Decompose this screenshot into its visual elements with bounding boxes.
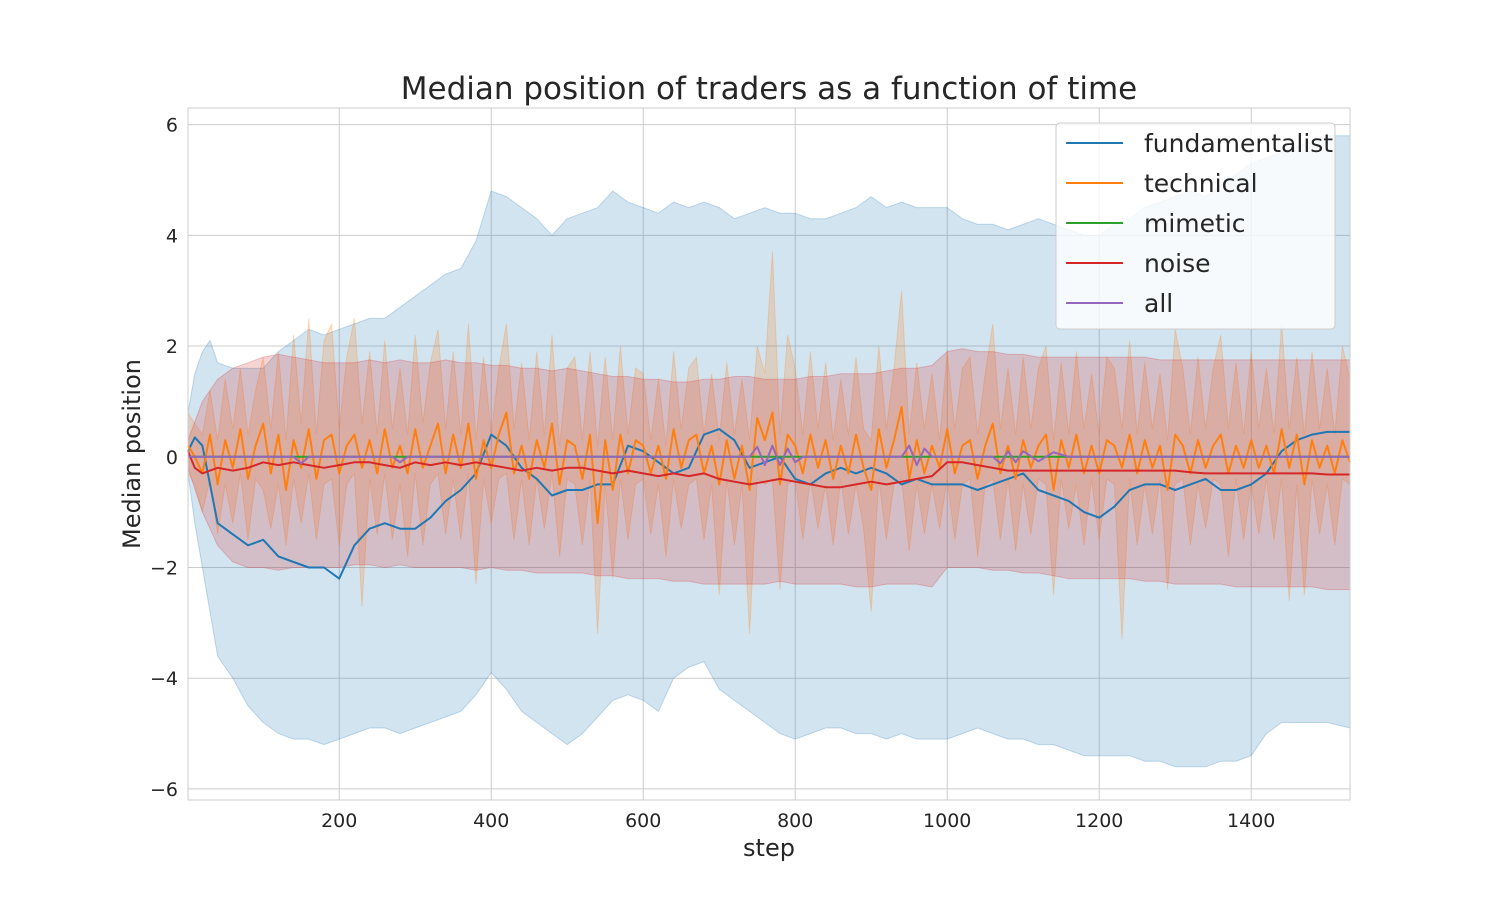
y-axis-label: Median position (118, 359, 146, 549)
legend-label-fundamentalist: fundamentalist (1144, 129, 1333, 158)
line-noise (187, 450, 1350, 489)
x-axis-label: step (743, 834, 795, 862)
legend: fundamentalist technical mimetic noise all (1055, 122, 1336, 330)
x-tick-label: 1200 (1075, 810, 1123, 832)
y-tick-label: 4 (166, 225, 178, 247)
chart-title: Median position of traders as a function… (401, 71, 1138, 107)
x-tick-label: 800 (777, 810, 813, 832)
y-tick-label: 2 (166, 336, 178, 358)
legend-label-all: all (1144, 289, 1173, 318)
line-fundamentalist (187, 428, 1350, 580)
y-tick-label: 6 (166, 115, 178, 137)
x-tick-label: 1000 (923, 810, 971, 832)
legend-label-noise: noise (1144, 249, 1211, 278)
median-lines (187, 405, 1351, 580)
y-tick-label: 0 (166, 447, 178, 469)
confidence-bands (187, 135, 1351, 768)
band-noise (187, 348, 1351, 591)
x-tick-label: 400 (473, 810, 509, 832)
y-tick-label: −6 (150, 779, 178, 801)
y-tick-labels: −6 −4 −2 0 2 4 6 (150, 115, 178, 801)
plot-frame (187, 107, 1351, 801)
y-tick-label: −4 (150, 668, 178, 690)
x-tick-label: 200 (321, 810, 357, 832)
line-all (188, 444, 1350, 467)
x-tick-label: 1400 (1227, 810, 1275, 832)
x-tick-label: 600 (625, 810, 661, 832)
y-tick-label: −2 (150, 557, 178, 579)
legend-label-mimetic: mimetic (1144, 209, 1246, 238)
x-tick-labels: 200 400 600 800 1000 1200 1400 (321, 810, 1275, 832)
legend-label-technical: technical (1144, 169, 1258, 198)
legend-box (1055, 122, 1336, 330)
